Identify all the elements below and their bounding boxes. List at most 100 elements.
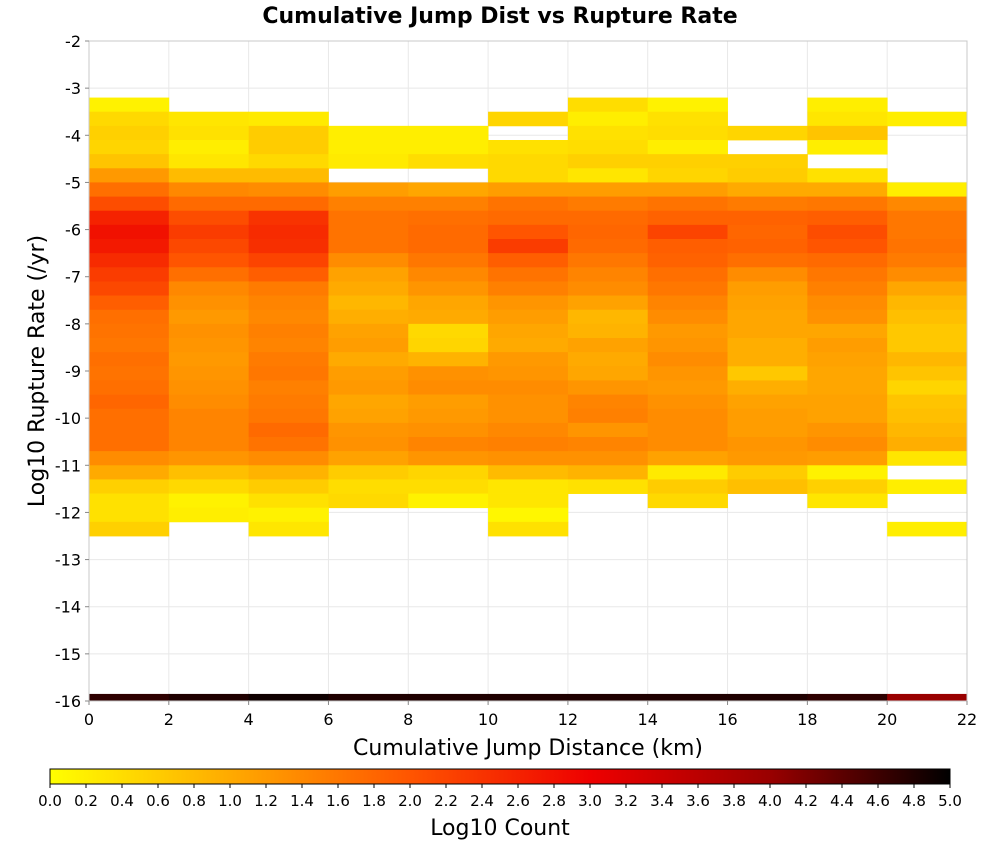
heatmap-cell	[807, 168, 888, 183]
heatmap-cell	[647, 253, 728, 268]
heatmap-cell	[727, 309, 808, 325]
heatmap-cell	[647, 239, 728, 254]
heatmap-cell	[567, 380, 649, 395]
heatmap-cell	[488, 295, 569, 311]
heatmap-cell	[328, 394, 409, 410]
heatmap-cell	[887, 210, 968, 226]
heatmap-cell	[248, 168, 329, 183]
heatmap-cell-bottom-band	[647, 693, 728, 701]
colorbar-tick-label: 0.6	[146, 792, 170, 810]
heatmap-cell	[408, 125, 489, 141]
heatmap-cell	[328, 295, 409, 311]
heatmap-cell-bottom-band	[727, 693, 808, 701]
heatmap-cell	[89, 338, 170, 353]
y-tick-label: -5	[65, 173, 81, 192]
heatmap-cell	[168, 154, 250, 169]
heatmap-cell	[168, 111, 250, 127]
heatmap-cell	[567, 196, 649, 212]
heatmap-cell	[488, 451, 569, 466]
heatmap-cell	[647, 451, 728, 466]
heatmap-cell	[488, 465, 569, 480]
colorbar-tick-label: 0.0	[38, 792, 62, 810]
heatmap-cell	[727, 168, 808, 183]
heatmap-cell	[248, 196, 329, 212]
heatmap-cell	[647, 352, 728, 367]
heatmap-cell-bottom-band	[887, 693, 968, 701]
colorbar-tick-label: 2.2	[434, 792, 458, 810]
heatmap-cell	[168, 239, 250, 254]
heatmap-cell	[408, 451, 489, 466]
x-tick-label: 16	[717, 710, 737, 729]
heatmap-cell	[887, 366, 968, 381]
heatmap-cell	[887, 380, 968, 395]
heatmap-cell	[887, 253, 968, 268]
heatmap-cell	[168, 408, 250, 424]
y-tick-label: -3	[65, 79, 81, 98]
heatmap-cell	[168, 224, 250, 240]
heatmap-cell	[168, 465, 250, 480]
heatmap-cell	[488, 366, 569, 381]
heatmap-cell	[89, 281, 170, 296]
heatmap-cell	[567, 224, 649, 240]
heatmap-cell	[488, 323, 569, 339]
heatmap-cell	[488, 394, 569, 410]
heatmap-cell	[727, 323, 808, 339]
heatmap-cell	[328, 479, 409, 494]
heatmap-cell	[248, 239, 329, 254]
colorbar-tick-label: 1.4	[290, 792, 314, 810]
heatmap-cell	[168, 140, 250, 155]
heatmap-cell	[89, 493, 170, 509]
heatmap-cell	[807, 125, 888, 141]
heatmap-cell	[168, 451, 250, 466]
heatmap-cell	[887, 451, 968, 466]
heatmap-cell-bottom-band	[248, 693, 329, 701]
heatmap-cell	[647, 323, 728, 339]
heatmap-cell	[807, 380, 888, 395]
heatmap-cell	[328, 465, 409, 480]
heatmap-cell	[328, 239, 409, 254]
heatmap-cell	[408, 182, 489, 197]
heatmap-cell	[647, 267, 728, 282]
heatmap-cell	[727, 267, 808, 282]
heatmap-cell	[248, 253, 329, 268]
heatmap-cell	[248, 394, 329, 410]
heatmap-cell	[408, 422, 489, 438]
x-tick-label: 22	[957, 710, 977, 729]
y-tick-label: -10	[55, 409, 81, 428]
heatmap-cell	[488, 309, 569, 325]
heatmap-cell	[647, 422, 728, 438]
heatmap-cell	[89, 309, 170, 325]
heatmap-cell	[647, 479, 728, 494]
heatmap-cell	[328, 253, 409, 268]
heatmap-cell	[647, 366, 728, 381]
heatmap-cell	[89, 196, 170, 212]
heatmap-cell	[408, 196, 489, 212]
heatmap-cell	[408, 281, 489, 296]
heatmap-cell	[727, 380, 808, 395]
heatmap-cell	[488, 253, 569, 268]
heatmap-cell	[408, 295, 489, 311]
heatmap-cell	[647, 196, 728, 212]
heatmap-cell	[887, 437, 968, 452]
y-tick-label: -11	[55, 456, 81, 475]
heatmap-cell	[89, 437, 170, 452]
y-tick-label: -4	[65, 126, 81, 145]
y-tick-label: -12	[55, 503, 81, 522]
heatmap-cell	[89, 465, 170, 480]
heatmap-cell	[248, 111, 329, 127]
heatmap-cell	[567, 281, 649, 296]
colorbar-tick-label: 3.2	[614, 792, 638, 810]
heatmap-cell	[488, 140, 569, 155]
heatmap-cell	[488, 168, 569, 183]
heatmap-cell	[807, 182, 888, 197]
heatmap-cell	[248, 352, 329, 367]
heatmap-cell-bottom-band	[807, 693, 888, 701]
heatmap-cell	[488, 210, 569, 226]
y-axis-label: Log10 Rupture Rate (/yr)	[25, 235, 50, 507]
heatmap-cell	[248, 366, 329, 381]
heatmap-cell	[807, 239, 888, 254]
heatmap-cell	[248, 182, 329, 197]
heatmap-cell	[328, 196, 409, 212]
heatmap-cell	[408, 210, 489, 226]
heatmap-cell	[647, 168, 728, 183]
